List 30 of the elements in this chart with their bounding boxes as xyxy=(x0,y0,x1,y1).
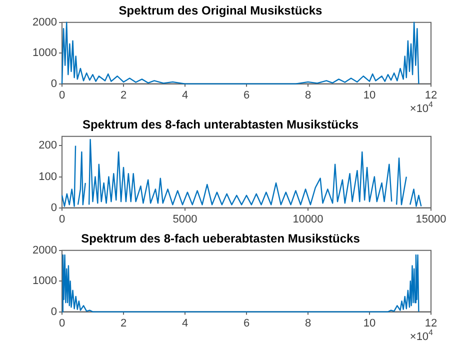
x-tick-label: 8 xyxy=(304,317,312,330)
chart-title: Spektrum des Original Musikstücks xyxy=(118,4,323,18)
x-tick-label: 10 xyxy=(363,89,376,102)
y-tick-label: 1000 xyxy=(32,47,57,60)
x-tick-label: 4 xyxy=(182,317,188,330)
y-tick-label: 200 xyxy=(38,140,57,152)
x-tick-label: 2 xyxy=(120,89,127,102)
x-tick-label: 0 xyxy=(58,317,66,330)
y-tick-label: 1000 xyxy=(32,275,57,288)
y-tick-label: 0 xyxy=(50,202,57,214)
y-tick-label: 2000 xyxy=(32,16,57,28)
x-tick-label: 2 xyxy=(120,317,127,330)
x-tick-label: 12 xyxy=(424,317,438,330)
chart-title: Spektrum des 8-fach ueberabtasten Musikstücks xyxy=(81,232,360,246)
y-tick-label: 100 xyxy=(38,170,57,183)
y-tick-label: 0 xyxy=(50,78,57,90)
x-tick-label: 10000 xyxy=(292,213,324,226)
x-tick-label: 15000 xyxy=(416,213,446,226)
x-tick-label: 12 xyxy=(424,89,438,102)
y-tick-label: 2000 xyxy=(32,244,57,256)
x-tick-label: 8 xyxy=(304,89,312,102)
y-tick-label: 0 xyxy=(50,306,57,318)
x-tick-label: 0 xyxy=(58,89,66,102)
x-tick-label: 6 xyxy=(243,89,250,102)
x-tick-label: 6 xyxy=(243,317,250,330)
x-tick-label: 0 xyxy=(58,213,66,226)
x-tick-label: 5000 xyxy=(172,213,198,226)
chart-title: Spektrum des 8-fach unterabtasten Musikstücks xyxy=(82,118,359,132)
x-tick-label: 10 xyxy=(363,317,376,330)
x-tick-label: 4 xyxy=(182,89,188,102)
